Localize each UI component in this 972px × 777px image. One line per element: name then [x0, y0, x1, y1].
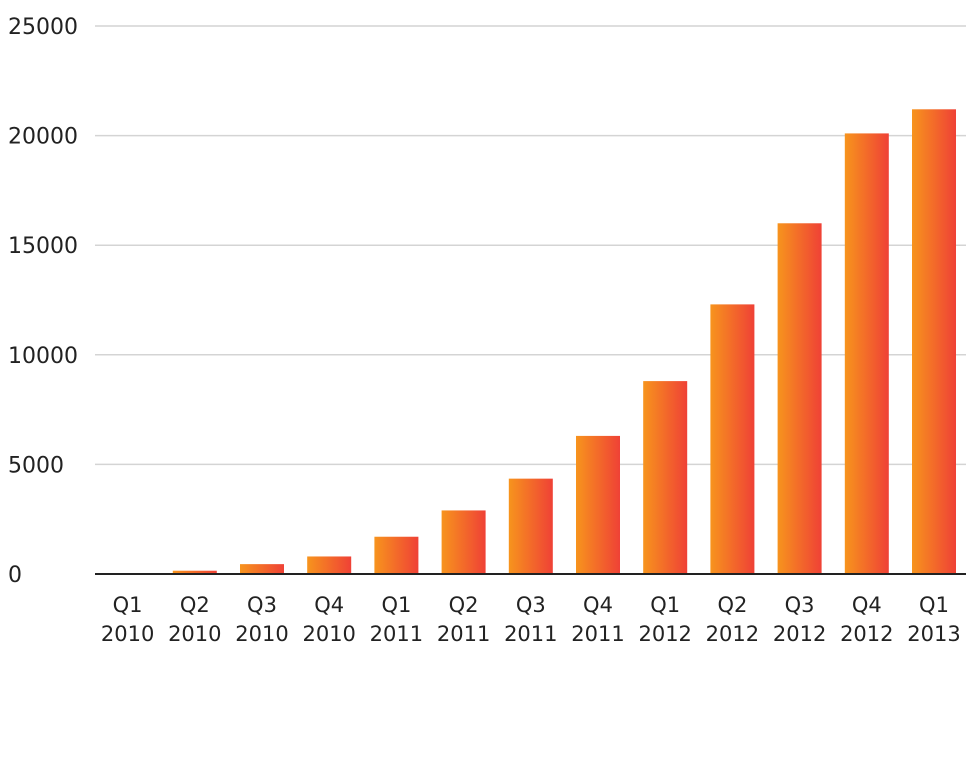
bar-q2-2012: [710, 304, 755, 574]
y-tick-label-15000: 15000: [8, 234, 78, 259]
y-tick-label-20000: 20000: [8, 125, 78, 150]
y-tick-label-10000: 10000: [8, 344, 78, 369]
x-tick-label-q4-2011: Q4 2011: [571, 593, 624, 646]
y-tick-label-25000: 25000: [8, 15, 78, 40]
bar-q1-2013: [912, 109, 956, 575]
x-tick-label-q3-2012: Q3 2012: [773, 593, 826, 646]
x-tick-label-q1-2010: Q1 2010: [101, 593, 154, 646]
y-tick-label-0: 0: [8, 563, 22, 588]
x-tick-label-q1-2012: Q1 2012: [638, 593, 691, 646]
x-tick-label-q1-2011: Q1 2011: [370, 593, 423, 646]
bar-q4-2010: [307, 556, 352, 574]
gridlines: [95, 25, 966, 466]
x-tick-label-q1-2013: Q1 2013: [907, 593, 960, 646]
x-axis-category-labels: Q1 2010 Q2 2010 Q3 2010 Q4 2010 Q1 2011 Q2 2011 Q3 20…: [101, 593, 961, 646]
x-tick-label-q2-2010: Q2 2010: [168, 593, 221, 646]
x-tick-label-q2-2012: Q2 2012: [706, 593, 759, 646]
bar-q2-2010: [172, 570, 217, 574]
bar-q4-2011: [576, 435, 620, 574]
bar-q2-2011: [441, 510, 486, 574]
y-tick-label-5000: 5000: [8, 453, 64, 478]
bar-q4-2012: [844, 133, 889, 574]
x-tick-label-q4-2012: Q4 2012: [840, 593, 893, 646]
x-tick-label-q3-2010: Q3 2010: [235, 593, 288, 646]
y-axis-tick-labels: 0 5000 10000 15000 20000 25000: [8, 15, 78, 588]
bar-q3-2012: [777, 223, 822, 574]
x-tick-label-q3-2011: Q3 2011: [504, 593, 557, 646]
x-tick-label-q4-2010: Q4 2010: [302, 593, 355, 646]
bar-q1-2011: [374, 536, 419, 574]
x-tick-label-q2-2011: Q2 2011: [437, 593, 490, 646]
bar-q3-2011: [508, 478, 553, 574]
bar-q3-2010: [240, 564, 284, 574]
bar-q1-2012: [643, 381, 688, 574]
bars: [105, 109, 956, 575]
